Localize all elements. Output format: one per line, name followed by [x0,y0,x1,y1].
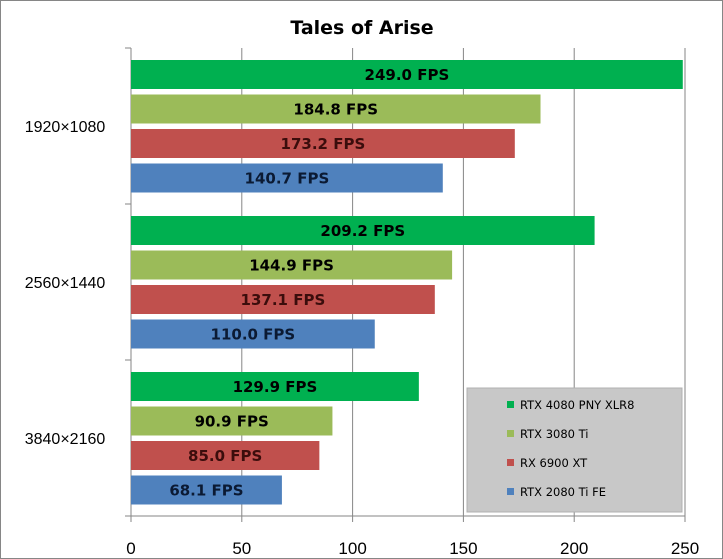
chart-title: Tales of Arise [290,17,433,39]
category-label: 3840×2160 [25,431,106,448]
bar [131,406,333,436]
bar [131,475,282,505]
x-tick-label: 200 [560,539,588,558]
legend-entry: RTX 2080 Ti FE [520,485,606,499]
category-label: 1920×1080 [25,119,106,136]
bar [131,60,683,89]
bar [131,372,419,401]
x-tick-label: 0 [126,539,135,558]
bar-data-label: 249.0 FPS [365,66,450,84]
legend-swatch [507,488,514,495]
bar-data-label: 140.7 FPS [245,170,330,188]
category-label: 2560×1440 [25,275,106,292]
legend-entry: RTX 4080 PNY XLR8 [520,398,634,412]
bar [131,129,515,158]
bar-data-label: 85.0 FPS [188,447,262,465]
x-tick-label: 100 [338,539,366,558]
bar-data-label: 68.1 FPS [169,482,243,500]
bar-data-label: 144.9 FPS [249,257,334,275]
bar-data-label: 173.2 FPS [281,135,366,153]
x-tick-label: 50 [232,539,251,558]
legend-swatch [507,401,514,408]
bar-data-label: 110.0 FPS [211,326,296,344]
bar [131,250,453,280]
bar [131,163,443,193]
bar-data-label: 184.8 FPS [293,101,378,119]
bar [131,216,595,245]
bar-data-label: 129.9 FPS [233,378,318,396]
bar-data-label: 137.1 FPS [241,291,326,309]
legend-swatch [507,430,514,437]
bar-data-label: 209.2 FPS [320,222,405,240]
legend-swatch [507,459,514,466]
bar [131,319,375,349]
legend-entry: RX 6900 XT [520,456,588,470]
bar-data-label: 90.9 FPS [195,413,269,431]
legend-entry: RTX 3080 Ti [520,427,589,441]
bar [131,441,320,470]
x-tick-label: 150 [449,539,477,558]
x-tick-label: 250 [671,539,699,558]
bar [131,94,541,124]
bar [131,285,435,314]
legend [466,387,683,513]
